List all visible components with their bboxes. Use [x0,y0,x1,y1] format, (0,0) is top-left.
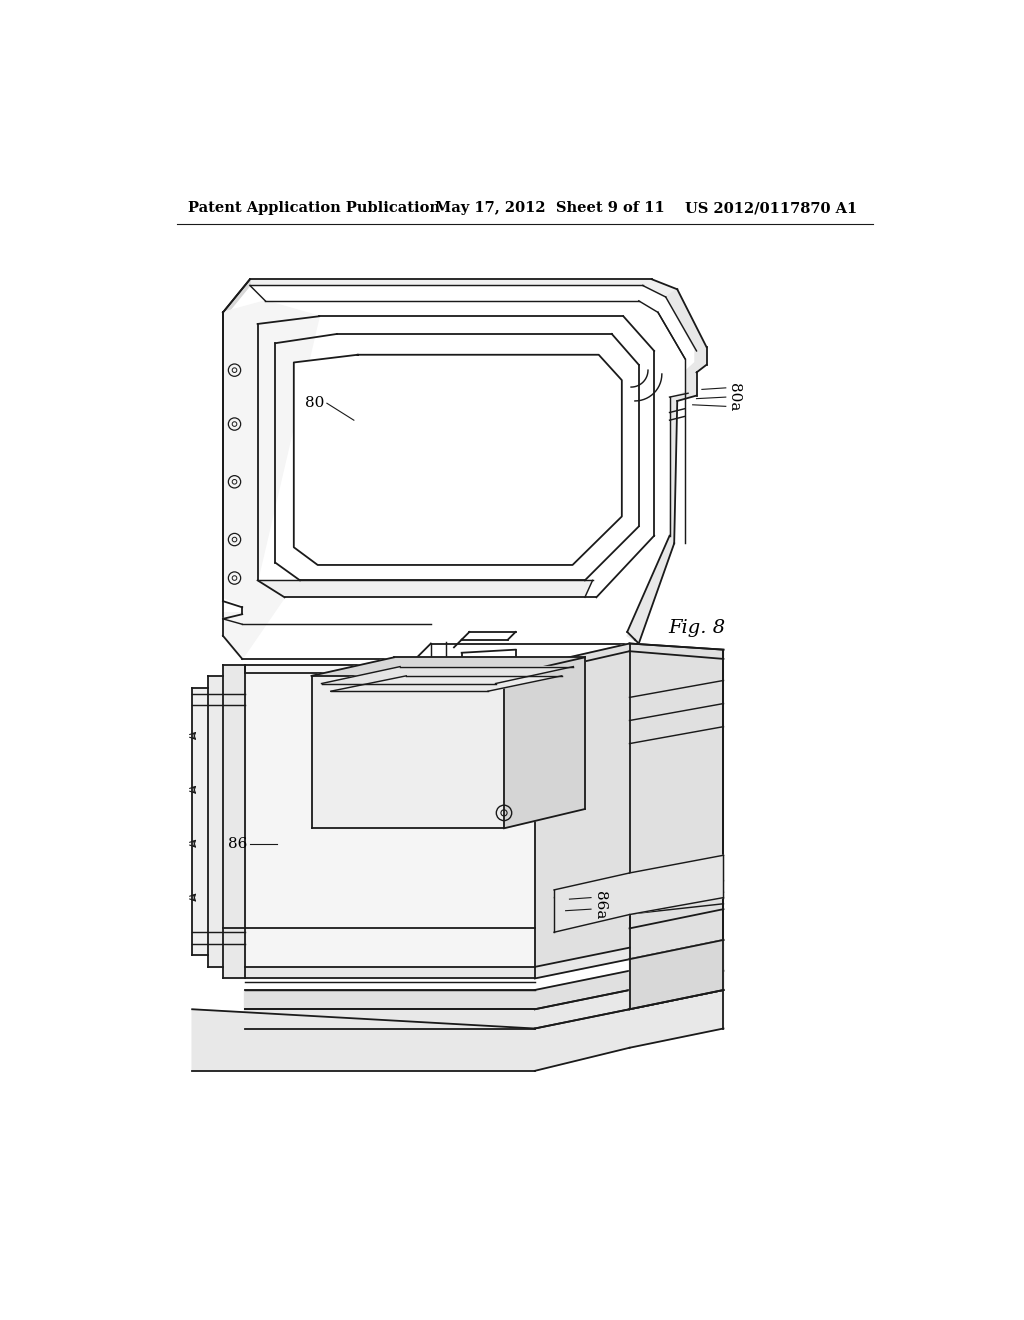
Polygon shape [245,948,630,978]
Polygon shape [245,970,724,1028]
Text: Patent Application Publication: Patent Application Publication [188,202,440,215]
Polygon shape [630,940,724,1010]
Polygon shape [311,657,585,676]
Polygon shape [294,355,622,565]
Polygon shape [245,970,630,1010]
Polygon shape [250,280,707,351]
Polygon shape [628,289,707,644]
Polygon shape [193,688,208,956]
Polygon shape [258,317,654,598]
Text: US 2012/0117870 A1: US 2012/0117870 A1 [685,202,857,215]
Polygon shape [193,990,724,1071]
Text: Fig. 8: Fig. 8 [668,619,725,638]
Text: May 17, 2012  Sheet 9 of 11: May 17, 2012 Sheet 9 of 11 [435,202,665,215]
Text: 80a: 80a [727,383,741,412]
Polygon shape [535,644,630,978]
Polygon shape [223,280,707,659]
Text: 86: 86 [228,837,248,850]
Text: 86a: 86a [593,891,606,920]
Polygon shape [294,355,622,565]
Polygon shape [208,676,223,966]
Polygon shape [258,581,593,598]
Polygon shape [630,644,724,1010]
Polygon shape [504,657,585,829]
Polygon shape [696,347,707,372]
Polygon shape [554,855,724,932]
Polygon shape [223,280,250,318]
Polygon shape [331,676,562,692]
Polygon shape [311,676,504,829]
Polygon shape [223,665,245,978]
Text: 80: 80 [305,396,325,411]
Polygon shape [245,644,724,673]
Polygon shape [223,301,319,659]
Polygon shape [245,665,535,978]
Polygon shape [322,667,573,684]
